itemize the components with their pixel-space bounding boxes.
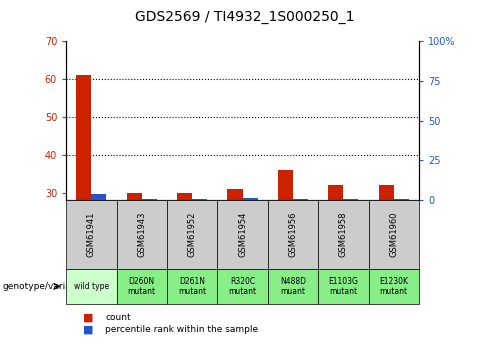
Text: GSM61960: GSM61960 xyxy=(389,212,398,257)
Bar xyxy=(76,76,91,306)
Text: GSM61952: GSM61952 xyxy=(188,212,196,257)
Text: N488D
muant: N488D muant xyxy=(280,277,306,296)
Bar xyxy=(394,199,409,200)
Bar xyxy=(192,199,207,200)
Bar xyxy=(243,198,258,200)
Text: ■: ■ xyxy=(83,325,98,334)
Bar xyxy=(293,199,308,200)
Text: GSM61958: GSM61958 xyxy=(339,212,348,257)
Bar xyxy=(379,185,394,306)
Text: E1230K
mutant: E1230K mutant xyxy=(379,277,408,296)
Bar xyxy=(126,193,142,306)
Text: GSM61943: GSM61943 xyxy=(137,212,146,257)
Bar xyxy=(343,199,359,200)
Text: D260N
mutant: D260N mutant xyxy=(128,277,156,296)
Text: R320C
mutant: R320C mutant xyxy=(228,277,257,296)
Text: GSM61956: GSM61956 xyxy=(289,212,297,257)
Text: genotype/variation: genotype/variation xyxy=(2,282,89,291)
Text: wild type: wild type xyxy=(74,282,109,291)
Bar xyxy=(278,170,293,306)
Bar xyxy=(177,193,192,306)
Bar xyxy=(91,194,106,200)
Text: count: count xyxy=(105,313,131,322)
Text: E1103G
mutant: E1103G mutant xyxy=(328,277,358,296)
Text: GDS2569 / TI4932_1S000250_1: GDS2569 / TI4932_1S000250_1 xyxy=(135,10,355,24)
Bar xyxy=(227,189,243,306)
Text: percentile rank within the sample: percentile rank within the sample xyxy=(105,325,259,334)
Text: GSM61941: GSM61941 xyxy=(87,212,96,257)
Bar xyxy=(328,185,343,306)
Text: ■: ■ xyxy=(83,313,98,322)
Text: D261N
mutant: D261N mutant xyxy=(178,277,206,296)
Text: GSM61954: GSM61954 xyxy=(238,212,247,257)
Bar xyxy=(142,199,157,200)
